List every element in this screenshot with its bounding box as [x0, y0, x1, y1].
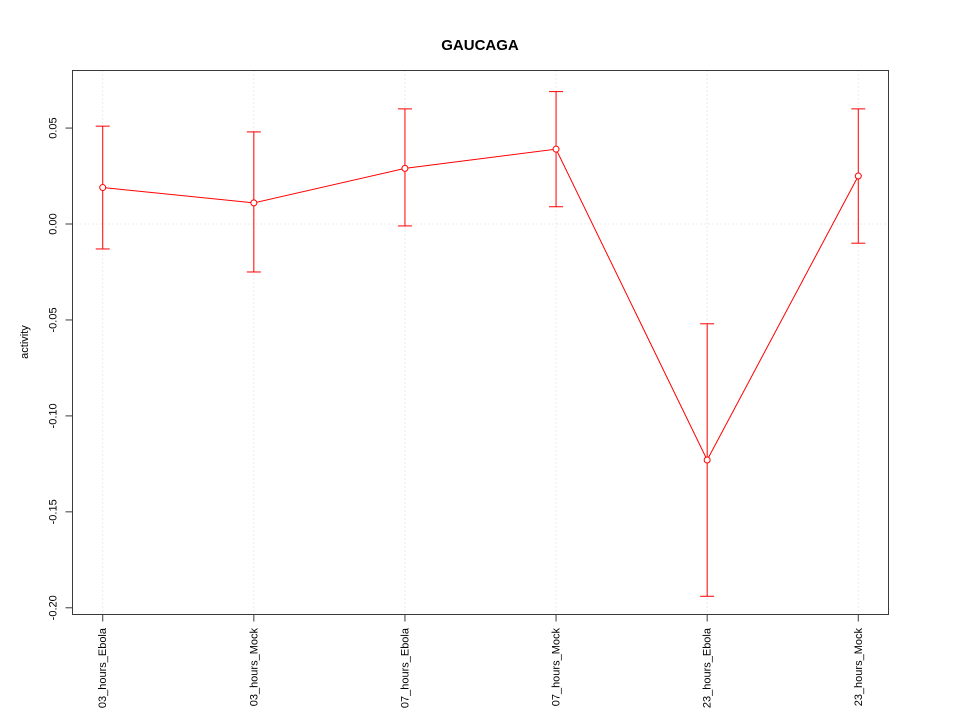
plot-box [72, 70, 889, 615]
data-point [552, 145, 560, 153]
series-line [102, 148, 859, 462]
data-point [99, 184, 107, 192]
chart-title: GAUCAGA [441, 37, 519, 54]
y-tick-label: -0.15 [48, 499, 60, 524]
y-tick-label: -0.10 [48, 403, 60, 428]
y-tick-label: -0.05 [48, 307, 60, 332]
x-tick-label: 03_hours_Mock [248, 628, 260, 707]
y-tick-label: 0.05 [48, 117, 60, 138]
y-tick-label: -0.20 [48, 595, 60, 620]
x-tick-label: 03_hours_Ebola [97, 627, 109, 708]
x-tick-label: 23_hours_Mock [853, 628, 865, 707]
x-tick-label: 07_hours_Mock [551, 628, 563, 707]
data-point [703, 456, 711, 464]
x-tick-label: 07_hours_Ebola [399, 627, 411, 708]
data-point [250, 199, 258, 207]
x-tick-label: 23_hours_Ebola [702, 627, 714, 708]
y-tick-label: 0.00 [48, 213, 60, 234]
data-point [401, 164, 409, 172]
data-point [854, 172, 862, 180]
y-axis-label: activity [19, 325, 31, 359]
